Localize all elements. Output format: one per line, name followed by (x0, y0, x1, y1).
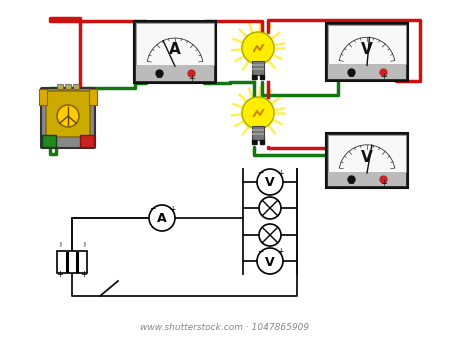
Bar (73, 84, 79, 89)
Bar (326, 23, 408, 81)
FancyBboxPatch shape (46, 91, 90, 137)
Bar (136, 23, 214, 65)
Text: +: + (277, 169, 283, 177)
Circle shape (259, 224, 281, 246)
Bar (57, 84, 63, 89)
Circle shape (57, 105, 79, 127)
Text: V: V (265, 176, 275, 190)
Circle shape (242, 97, 274, 129)
Circle shape (149, 205, 175, 231)
Text: −: − (257, 247, 263, 257)
Text: V: V (361, 42, 373, 57)
Bar (252, 61, 264, 75)
Text: +: + (81, 270, 87, 279)
Bar (65, 84, 71, 89)
Text: +: + (57, 270, 63, 279)
Circle shape (257, 169, 283, 195)
Bar (328, 65, 406, 79)
Bar (136, 23, 214, 81)
Bar (260, 140, 262, 144)
Bar (39, 89, 47, 105)
Text: I: I (83, 242, 85, 248)
Bar (328, 172, 406, 186)
Bar (328, 25, 406, 79)
Bar (252, 68, 264, 70)
Circle shape (257, 248, 283, 274)
Text: V: V (361, 150, 373, 165)
FancyBboxPatch shape (41, 88, 95, 148)
Text: −: − (257, 169, 263, 177)
Text: www.shutterstock.com · 1047865909: www.shutterstock.com · 1047865909 (140, 323, 310, 333)
Bar (89, 89, 97, 105)
Bar (134, 21, 216, 83)
Bar (252, 133, 264, 135)
Text: +: + (188, 74, 195, 82)
Circle shape (240, 95, 276, 131)
Text: +: + (380, 72, 387, 81)
Bar (326, 132, 408, 188)
Bar (42, 135, 56, 147)
Text: +: + (277, 247, 283, 257)
Bar (252, 129, 264, 131)
Bar (253, 140, 256, 144)
Bar (80, 135, 94, 147)
Text: V: V (265, 256, 275, 268)
Bar (57, 251, 87, 273)
Text: I: I (59, 242, 61, 248)
Text: +: + (169, 204, 175, 214)
Bar (260, 75, 262, 79)
Text: −: − (347, 72, 354, 81)
Circle shape (259, 197, 281, 219)
Text: −: − (347, 179, 354, 188)
Text: −: − (155, 74, 162, 82)
Text: −: − (149, 204, 155, 214)
Bar (252, 64, 264, 66)
Circle shape (242, 32, 274, 64)
Text: A: A (157, 213, 167, 225)
Bar (136, 65, 214, 81)
Bar (253, 75, 256, 79)
Bar (328, 135, 406, 172)
Bar (328, 135, 406, 186)
Bar (252, 126, 264, 140)
Circle shape (240, 30, 276, 66)
Text: +: + (380, 179, 387, 188)
Text: A: A (169, 42, 181, 57)
Bar (328, 25, 406, 65)
